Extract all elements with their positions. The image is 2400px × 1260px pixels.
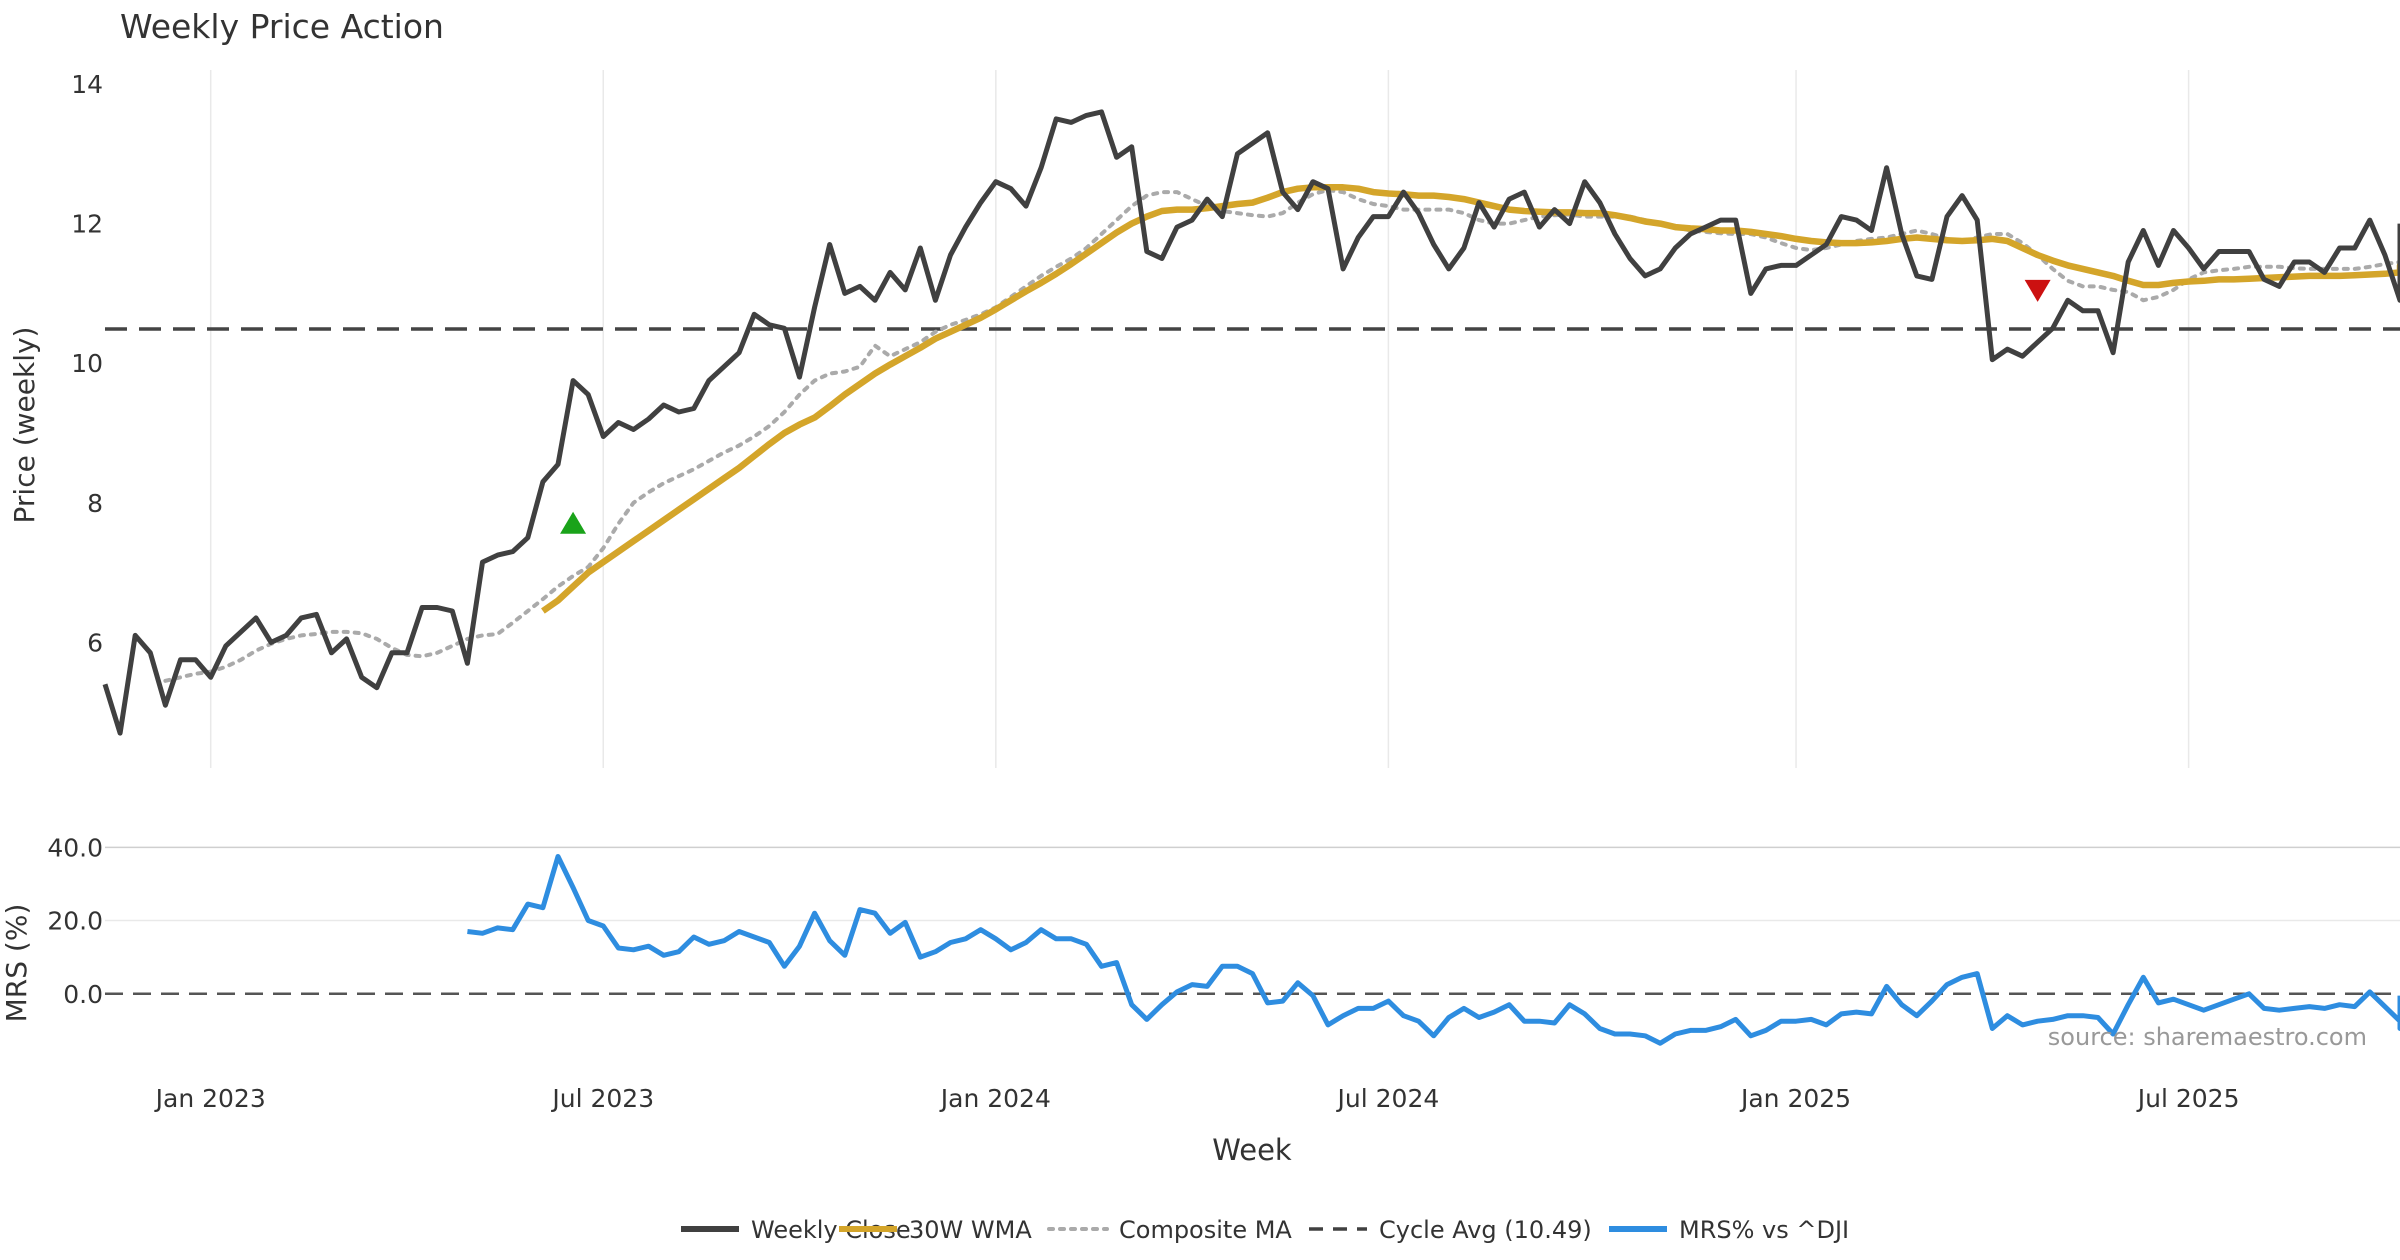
composite-ma-line xyxy=(163,188,2400,683)
price-y-tick-label: 10 xyxy=(71,349,103,378)
price-series-lines xyxy=(102,109,2400,736)
sell-signal-marker xyxy=(2024,279,2051,302)
mrs-y-axis-label: MRS (%) xyxy=(0,904,33,1023)
price-y-tick-labels: 6 8 10 12 14 xyxy=(71,70,103,657)
mrs-y-tick-label: 40.0 xyxy=(47,833,103,862)
price-y-axis-label: Price (weekly) xyxy=(8,327,41,524)
signal-markers xyxy=(560,279,2051,534)
x-tick-label: Jan 2025 xyxy=(1739,1084,1851,1113)
legend-label: Composite MA xyxy=(1119,1216,1292,1244)
x-tick-label: Jan 2024 xyxy=(939,1084,1051,1113)
mrs-gridlines xyxy=(105,846,2400,922)
price-y-tick-label: 8 xyxy=(87,489,103,518)
chart-title: Weekly Price Action xyxy=(120,7,444,46)
mrs-y-tick-labels: 0.0 20.0 40.0 xyxy=(47,833,103,1008)
legend-label: Cycle Avg (10.49) xyxy=(1379,1216,1592,1244)
price-y-tick-label: 6 xyxy=(87,628,103,657)
mrs-y-tick-label: 20.0 xyxy=(47,907,103,936)
legend-label: MRS% vs ^DJI xyxy=(1679,1216,1849,1244)
x-tick-label: Jul 2024 xyxy=(1336,1084,1440,1113)
source-note: source: sharemaestro.com xyxy=(2048,1023,2367,1051)
mrs-line xyxy=(467,854,2400,1046)
x-tick-label: Jul 2023 xyxy=(550,1084,654,1113)
mrs-series-lines xyxy=(467,854,2400,1046)
price-y-tick-label: 12 xyxy=(71,210,103,239)
legend-label: 30W WMA xyxy=(909,1216,1032,1244)
x-tick-label: Jan 2023 xyxy=(154,1084,266,1113)
wma-30w-line xyxy=(541,184,2400,614)
mrs-y-tick-label: 0.0 xyxy=(63,980,103,1009)
price-y-tick-label: 14 xyxy=(71,70,103,99)
x-tick-labels: Jan 2023 Jul 2023 Jan 2024 Jul 2024 Jan 2025… xyxy=(154,1084,2240,1113)
x-axis-label: Week xyxy=(1212,1133,1292,1167)
buy-signal-marker xyxy=(560,511,587,534)
x-tick-label: Jul 2025 xyxy=(2136,1084,2240,1113)
price-gridlines xyxy=(209,70,2190,768)
weekly-close-line xyxy=(102,109,2400,736)
